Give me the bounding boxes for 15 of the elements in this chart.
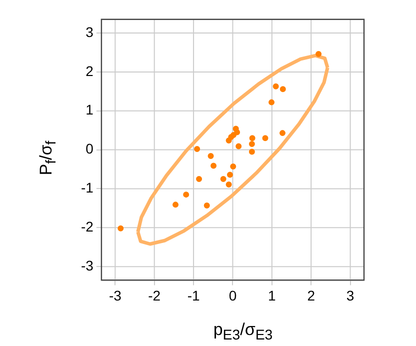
y-tick-label: 1	[86, 102, 94, 118]
x-axis-title: p$_{E3}$/σ$_{E3}$	[213, 320, 273, 344]
y-tick-label: -3	[80, 257, 94, 274]
x-tick-label: 1	[268, 287, 276, 304]
y-tick-label: 3	[86, 24, 94, 40]
y-tick-label: 2	[86, 62, 94, 79]
x-tick-label: 0	[228, 287, 237, 304]
y-tick-label: -2	[80, 218, 94, 235]
y-tick-label: -1	[80, 180, 94, 196]
x-tick-label: 3	[346, 287, 354, 304]
y-tick-label: 0	[86, 140, 94, 157]
x-tick-label: -1	[187, 287, 200, 304]
x-tick-label: 2	[307, 287, 316, 304]
x-tick-label: -2	[148, 287, 161, 304]
x-tick-label: -3	[108, 287, 122, 304]
